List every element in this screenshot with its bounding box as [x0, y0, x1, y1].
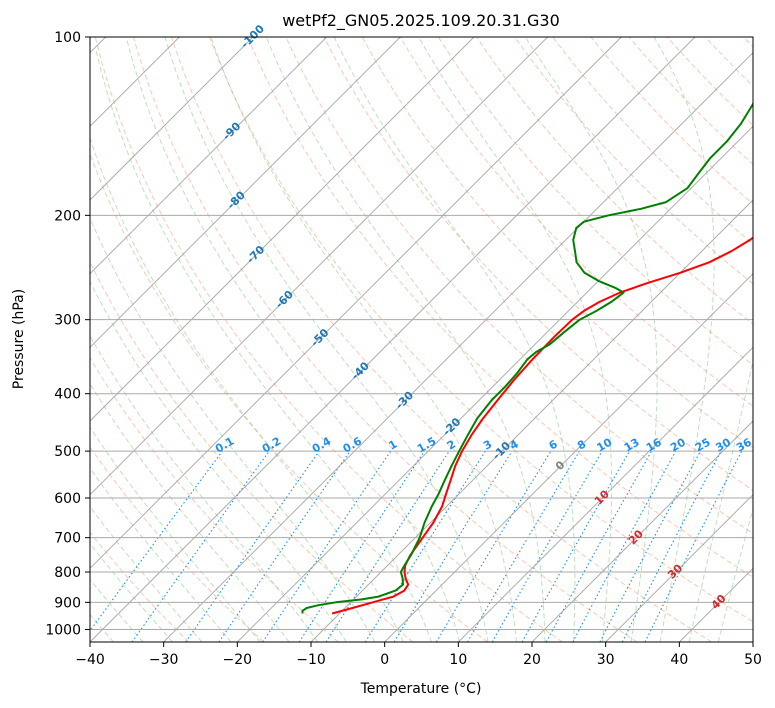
dry-adiabat-line [94, 37, 563, 642]
moist-adiabat-line [125, 37, 461, 642]
moist-adiabat-line [210, 37, 517, 642]
mixing-ratio-line [572, 450, 677, 642]
mixing-ratio-line [393, 450, 513, 642]
moist-adiabat-line [717, 506, 753, 642]
isotherm-line [90, 37, 622, 570]
dry-adiabat-line [209, 37, 753, 623]
moist-adiabat-line [90, 426, 261, 642]
y-tick-label: 900 [54, 595, 81, 611]
y-tick-label: 100 [54, 30, 81, 46]
isotherm-line [310, 199, 753, 642]
moist-adiabat-line [653, 37, 715, 642]
y-tick-label: 200 [54, 208, 81, 224]
x-axis: −40 −30 −20 −10 0 10 20 30 40 50 [75, 642, 762, 668]
mixing-ratio-line [644, 450, 743, 642]
isotherm-line [236, 125, 753, 642]
y-tick-label: 400 [54, 387, 81, 403]
y-tick-label: 700 [54, 531, 81, 547]
moist-adiabat-line [90, 578, 144, 642]
plot-frame [89, 36, 754, 643]
dry-adiabat-line [437, 37, 753, 366]
sounding-series [301, 101, 753, 615]
isotherm-line [90, 37, 549, 496]
dry-adiabat-line [285, 37, 753, 535]
y-tick-label: 1000 [45, 622, 81, 638]
chart-title: wetPf2_GN05.2025.109.20.31.G30 [282, 11, 560, 31]
mixing-ratio-line [218, 450, 351, 642]
moist-adiabat-line [95, 49, 432, 642]
dry-adiabat-line [323, 37, 753, 491]
y-axis: 1000 900 800 700 600 500 400 300 200 100 [45, 30, 90, 638]
dry-adiabat-line [90, 152, 488, 642]
isotherm-line [90, 37, 696, 642]
y-tick-label: 300 [54, 313, 81, 329]
dry-adiabat-line [90, 446, 264, 642]
moist-adiabat-line [524, 37, 658, 642]
moist-adiabat-line [164, 37, 489, 642]
y-tick-label: 600 [54, 491, 81, 507]
x-tick-label: 40 [670, 652, 688, 668]
mixing-ratio-line [298, 450, 425, 642]
y-tick-label: 800 [54, 565, 81, 581]
moist-adiabat-line [90, 542, 173, 642]
moist-adiabat-line [90, 505, 203, 642]
x-tick-label: −20 [223, 652, 253, 668]
x-axis-title: Temperature (°C) [360, 681, 482, 697]
moist-adiabat-line [333, 37, 576, 642]
x-tick-label: 30 [597, 652, 615, 668]
dry-adiabat-line [171, 37, 712, 642]
x-tick-label: 50 [744, 652, 762, 668]
mixing-ratio-line [545, 450, 653, 642]
dry-adiabat-line [247, 37, 753, 578]
dry-adiabat-line [90, 531, 190, 642]
isotherm-line [90, 37, 475, 422]
dry-adiabat-line [90, 356, 339, 642]
x-tick-label: −30 [149, 652, 179, 668]
isotherm-line [90, 37, 401, 349]
isotherm-line [163, 51, 753, 642]
moist-adiabat-line [688, 358, 753, 642]
isotherm-line [457, 346, 753, 642]
isotherm-line [90, 37, 328, 275]
x-tick-label: 0 [380, 652, 389, 668]
dry-adiabat-line [514, 37, 753, 285]
moist-adiabat-line [265, 37, 546, 642]
mixing-ratio-line [521, 450, 630, 642]
y-tick-label: 500 [54, 444, 81, 460]
mixing-ratio-line [325, 450, 450, 642]
moist-adiabat-line [418, 37, 613, 642]
x-tick-label: 20 [523, 652, 541, 668]
moist-adiabat-line [90, 467, 232, 642]
x-tick-label: 10 [449, 652, 467, 668]
isotherm-line [605, 493, 753, 642]
y-axis-title: Pressure (hPa) [11, 289, 27, 389]
moist-adiabat-line [90, 280, 347, 642]
dry-adiabat-line [132, 37, 638, 642]
series-line [301, 101, 753, 614]
moist-adiabat-line [90, 216, 376, 642]
mixing-ratio-line [90, 450, 223, 632]
isotherm-line [531, 420, 753, 642]
x-tick-label: −40 [75, 652, 105, 668]
mixing-ratio-line [131, 450, 270, 642]
moist-adiabat-line [90, 136, 404, 642]
isotherm-line [384, 272, 753, 642]
mixing-ratio-line [262, 450, 392, 642]
x-tick-label: −10 [296, 652, 326, 668]
mixing-ratio-line [185, 450, 320, 642]
dry-adiabat-line [361, 37, 753, 449]
isotherm-line [90, 37, 254, 201]
